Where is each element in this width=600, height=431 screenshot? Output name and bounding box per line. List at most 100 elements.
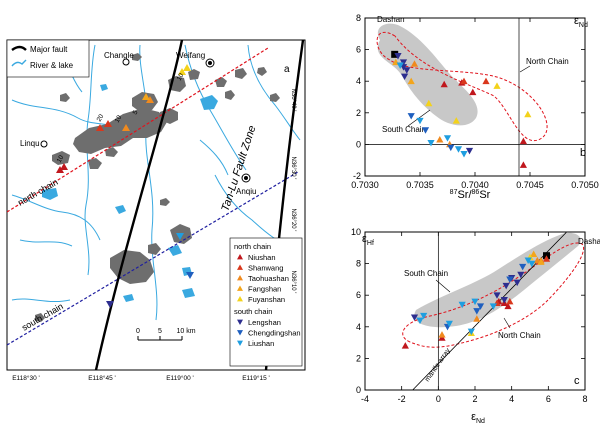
point-chengdingshan [506, 276, 514, 283]
point-lengshan [403, 67, 411, 74]
legend-label-liushan: Liushan [248, 339, 274, 348]
legend-south-title: south chain [234, 307, 272, 316]
legend-marker-fuyanshan [237, 296, 243, 302]
south-chain-line [7, 171, 299, 346]
y-tick-label: 10 [351, 227, 361, 237]
xlabel-b: 87Sr/86Sr [450, 189, 491, 201]
point-lengshan [513, 279, 521, 287]
x-tick-label: 4 [509, 394, 514, 404]
annotation-dashan: Dashan [578, 237, 600, 246]
point-lengshan [517, 271, 525, 279]
point-liushan [458, 301, 466, 309]
map-legend-top: Major fault River & lake [6, 39, 90, 78]
point-fuyanshan [524, 110, 532, 118]
point-chengdingshan [447, 144, 455, 152]
town-label-weifang: Weifang [176, 51, 205, 60]
point-niushan [519, 161, 527, 168]
legend-marker-taohuashan [237, 275, 243, 281]
legend-marker-liushan [237, 340, 243, 346]
annotation-south-chain: South Chain [404, 269, 448, 278]
x-tick-label: 0.7040 [461, 180, 489, 190]
north-chain-line [7, 47, 269, 213]
x-tick-label: 0.7030 [351, 180, 379, 190]
point-shanwang [542, 255, 551, 262]
point-liushan [396, 62, 404, 69]
panel-label-b: b [580, 147, 586, 159]
map-lon-ticks: E118°30 ' E118°45 ' E119°00 ' E119°15 ' [12, 374, 270, 382]
y-tick-label: 8 [356, 259, 361, 269]
point-lengshan [394, 53, 402, 60]
point-liushan [471, 298, 479, 306]
scale-tick-label: 0 [136, 328, 140, 335]
point-lengshan [500, 297, 508, 304]
point-liushan [416, 317, 424, 325]
y-tick-label: 6 [356, 290, 361, 300]
lon-tick-label: E118°30 ' [12, 374, 40, 382]
point-fangshan [530, 250, 538, 257]
town-changle [122, 58, 130, 66]
x-tick-label: 0 [436, 394, 441, 404]
y-tick-label: 6 [356, 45, 361, 55]
point-lengshan [493, 292, 501, 299]
lon-tick-label: E119°15 ' [242, 374, 270, 382]
point-fangshan [407, 77, 415, 85]
sample-number: 10 [56, 154, 66, 164]
point-fuyanshan [493, 82, 501, 89]
legend-label-shanwang: Shanwang [248, 264, 283, 273]
x-tick-label: -4 [361, 394, 369, 404]
north-chain-pointer [503, 317, 511, 329]
x-tick-label: -2 [398, 394, 406, 404]
ylabel-b: εNd [574, 15, 588, 29]
point-shanwang [460, 77, 468, 85]
point-liushan [420, 312, 428, 320]
legend-label-fuyanshan: Fuyanshan [248, 295, 285, 304]
xlabel-c: εNd [471, 411, 485, 425]
y-tick-label: 4 [356, 322, 361, 332]
scale-tick-label: 10 km [176, 328, 195, 335]
point-liushan [528, 260, 536, 268]
annotation-north-chain: North Chain [526, 57, 569, 66]
point-chengdingshan [421, 127, 430, 134]
point-niushan [519, 137, 527, 145]
y-tick-label: 0 [356, 139, 361, 149]
y-tick-label: 8 [356, 13, 361, 23]
lat-tick-label: N36°20 ' [290, 209, 296, 232]
point-niushan [401, 342, 409, 349]
map-panel: Changle Weifang Linqu Anqiu a Tan-Lu Fau… [6, 39, 306, 382]
town-linqu [40, 140, 48, 148]
lat-tick-label: N36°40 ' [290, 89, 296, 112]
x-tick-label: 2 [472, 394, 477, 404]
point-fuyanshan [425, 99, 433, 107]
legend-label-chengdingshan: Chengdingshan [248, 329, 301, 338]
sample-number: 20 [96, 113, 106, 123]
town-label-linqu: Linqu [20, 139, 40, 148]
sample-numbers: 10 5 20 10 10 [56, 72, 186, 164]
lon-tick-label: E119°00 ' [166, 374, 194, 382]
legend-marker-shanwang [237, 264, 243, 270]
volcanic-fields [35, 53, 280, 322]
legend-marker-fangshan [237, 285, 243, 291]
point-niushan [504, 302, 512, 310]
panel-label-c: c [574, 375, 580, 387]
lat-tick-label: N36°10 ' [290, 271, 296, 294]
point-chengdingshan [407, 113, 415, 120]
point-liushan [467, 328, 475, 336]
point-lengshan [465, 147, 474, 155]
x-tick-label: 0.7035 [406, 180, 434, 190]
legend-marker-lengshan [237, 319, 243, 325]
ylabel-c: εHf [362, 233, 374, 247]
x-tick-label: 8 [582, 394, 587, 404]
point-chengdingshan [476, 303, 485, 310]
point-dashan [391, 50, 399, 58]
point-lengshan [410, 314, 419, 321]
point-liushan [454, 146, 463, 153]
town-label-anqiu: Anqiu [236, 187, 256, 196]
point-niushan [440, 80, 448, 88]
point-liushan [416, 117, 424, 125]
y-tick-label: 2 [356, 353, 361, 363]
point-taohuashan [473, 315, 481, 322]
sample-number: 10 [176, 72, 186, 82]
scale-bar: 0 5 10 km [136, 328, 196, 341]
map-panel-label: a [284, 64, 290, 75]
